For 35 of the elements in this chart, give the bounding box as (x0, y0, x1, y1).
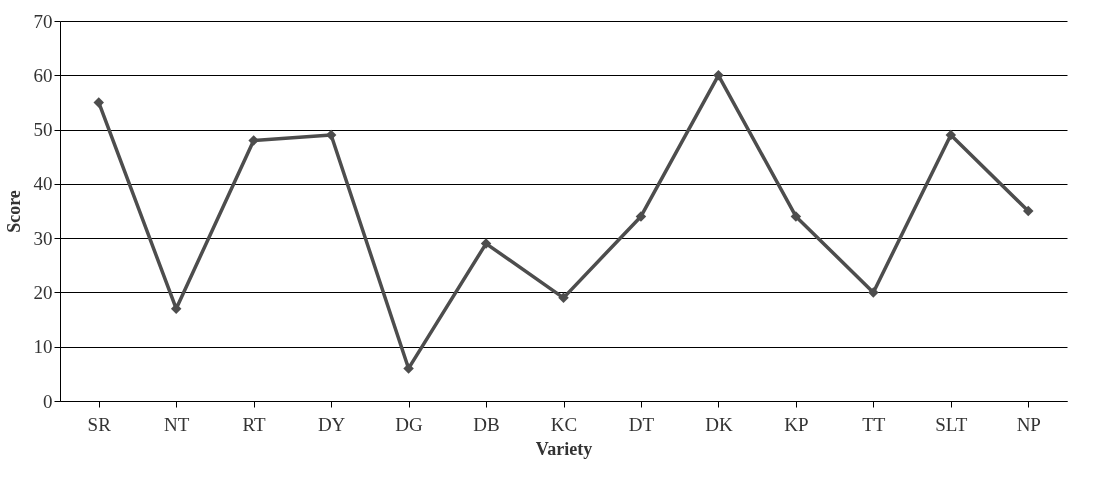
x-tick-label: DT (628, 413, 655, 435)
y-tick-label: 60 (33, 64, 53, 86)
point (403, 363, 414, 374)
point (93, 97, 104, 108)
y-tick-label: 40 (33, 173, 53, 195)
x-tick-label: DB (473, 413, 500, 435)
x-tick-label: RT (242, 413, 267, 435)
y-tick-label: 20 (33, 281, 53, 303)
point (558, 292, 569, 304)
y-tick-label: 50 (33, 119, 53, 141)
x-axis-title: Variety (535, 438, 593, 459)
y-tick-label: 30 (33, 227, 53, 249)
y-tick-label: 70 (33, 10, 53, 32)
x-tick-label: NP (1016, 413, 1041, 435)
y-axis-title: Score (3, 190, 24, 233)
point (945, 129, 957, 141)
point (1023, 205, 1034, 217)
x-tick-label: TT (862, 413, 886, 435)
x-tick-label: NT (164, 413, 190, 435)
x-tick-label: DY (317, 413, 346, 435)
point (635, 211, 647, 222)
x-tick-label: KC (550, 413, 578, 435)
point (868, 287, 879, 298)
x-tick-label: KP (784, 413, 809, 435)
point (790, 211, 802, 222)
point (480, 238, 492, 249)
y-tick-label: 0 (43, 390, 53, 412)
x-tick-label: DG (395, 413, 424, 435)
x-tick-label: SLT (935, 413, 968, 435)
point (170, 303, 182, 314)
x-tick-label: DK (705, 413, 733, 435)
point (248, 135, 259, 146)
point (713, 70, 724, 81)
x-tick-label: SR (87, 413, 112, 435)
y-tick-label: 10 (33, 336, 53, 358)
